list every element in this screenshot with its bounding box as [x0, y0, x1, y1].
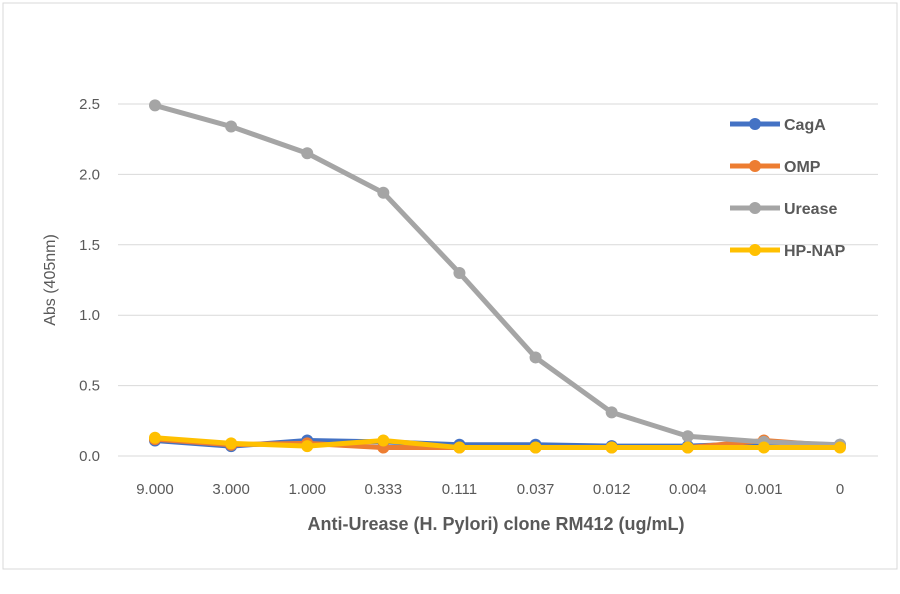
legend-label: HP-NAP — [784, 243, 846, 260]
legend-marker — [749, 244, 761, 256]
y-tick-label: 0.0 — [79, 448, 100, 465]
data-point — [225, 437, 238, 450]
series-line-urease — [154, 102, 841, 448]
data-point — [605, 406, 618, 419]
data-point — [605, 441, 618, 454]
y-tick-label: 0.5 — [79, 378, 100, 395]
chart-border — [2, 2, 898, 570]
y-tick-label: 1.5 — [79, 237, 100, 254]
x-tick-label: 0.111 — [442, 481, 477, 498]
x-tick-label: 0.037 — [517, 481, 555, 498]
legend-marker — [749, 202, 761, 214]
x-tick-label: 9.000 — [136, 481, 174, 498]
data-point — [681, 430, 694, 443]
data-point — [453, 266, 466, 279]
x-axis-label: Anti-Urease (H. Pylori) clone RM412 (ug/… — [307, 514, 684, 534]
data-point — [757, 441, 770, 454]
data-point — [681, 441, 694, 454]
y-axis-label: Abs (405nm) — [42, 234, 59, 326]
data-point — [529, 351, 542, 364]
data-point — [377, 434, 390, 447]
data-point — [377, 186, 390, 199]
x-tick-label: 3.000 — [212, 481, 250, 498]
legend-label: CagA — [784, 117, 826, 134]
legend-label: Urease — [784, 201, 837, 218]
x-tick-label: 0 — [836, 481, 844, 498]
y-tick-label: 1.0 — [79, 307, 100, 324]
y-tick-label: 2.5 — [79, 96, 100, 113]
series-line-hp-nap — [154, 435, 840, 451]
legend-label: OMP — [784, 159, 821, 176]
data-point — [149, 99, 161, 112]
x-tick-label: 1.000 — [288, 481, 326, 498]
legend-marker — [749, 118, 761, 130]
x-tick-label: 0.001 — [745, 481, 783, 498]
x-tick-label: 0.004 — [669, 481, 707, 498]
data-point — [301, 147, 314, 160]
data-point — [453, 441, 466, 454]
data-point — [529, 441, 542, 454]
data-point — [225, 120, 238, 133]
x-tick-label: 0.333 — [365, 481, 403, 498]
data-point — [149, 431, 161, 444]
data-point — [834, 441, 846, 454]
legend-marker — [749, 160, 761, 172]
data-point — [301, 440, 314, 453]
x-tick-label: 0.012 — [593, 481, 631, 498]
y-tick-label: 2.0 — [79, 166, 100, 183]
